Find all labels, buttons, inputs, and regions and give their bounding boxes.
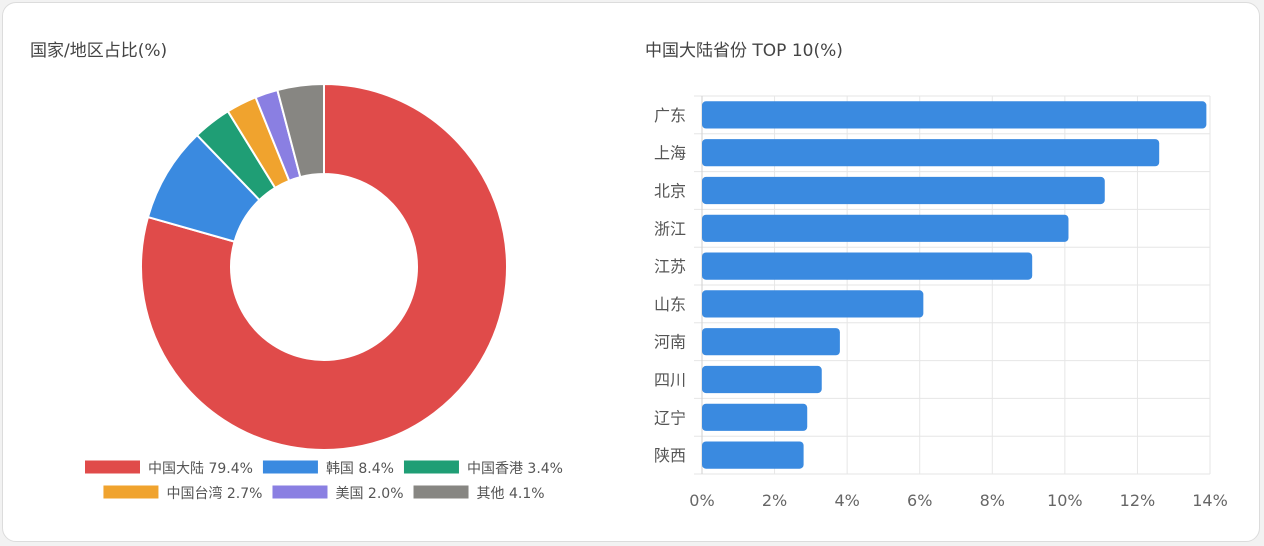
y-tick-label: 广东 xyxy=(654,106,686,125)
legend-item-5: 其他 4.1% xyxy=(413,485,545,502)
bar-9 xyxy=(702,441,804,469)
legend-item-1: 韩国 8.4% xyxy=(262,460,394,477)
legend-item-0: 中国大陆 79.4% xyxy=(85,460,253,477)
y-tick-label: 浙江 xyxy=(654,219,686,238)
bar-2 xyxy=(702,176,1105,205)
x-tick-label: 4% xyxy=(834,491,859,510)
y-tick-label: 山东 xyxy=(654,295,686,314)
x-tick-label: 6% xyxy=(907,491,932,510)
bar-3 xyxy=(702,214,1069,242)
y-tick-label: 上海 xyxy=(654,144,686,163)
x-tick-label: 10% xyxy=(1047,491,1083,510)
legend-swatch xyxy=(413,485,469,499)
legend-item-2: 中国香港 3.4% xyxy=(403,460,563,477)
donut-chart-title: 国家/地区占比(%) xyxy=(30,41,168,61)
x-tick-label: 14% xyxy=(1192,491,1228,510)
bar-5 xyxy=(702,290,924,318)
y-tick-label: 江苏 xyxy=(654,257,686,276)
x-tick-label: 8% xyxy=(980,491,1005,510)
bar-7 xyxy=(702,365,822,394)
bar-4 xyxy=(702,252,1033,280)
donut-chart: 中国大陆 79.4% 韩国 8.4% 中国香港 3.4% 中国台湾 2.7% 美国 2.… xyxy=(85,82,563,502)
legend-label: 中国香港 3.4% xyxy=(467,461,563,477)
y-tick-label: 陕西 xyxy=(654,446,686,465)
bar-8 xyxy=(702,403,808,431)
y-tick-label: 四川 xyxy=(654,371,686,390)
legend-swatch xyxy=(403,460,459,474)
x-tick-label: 12% xyxy=(1120,491,1156,510)
legend-swatch xyxy=(103,485,159,499)
y-tick-label: 辽宁 xyxy=(654,408,686,427)
x-tick-label: 0% xyxy=(689,491,714,510)
legend-swatch xyxy=(272,485,328,499)
bar-1 xyxy=(702,139,1160,167)
legend-swatch xyxy=(262,460,318,474)
legend-label: 韩国 8.4% xyxy=(326,461,394,477)
legend-item-3: 中国台湾 2.7% xyxy=(103,485,262,502)
donut-slice-0 xyxy=(140,82,508,451)
legend-item-4: 美国 2.0% xyxy=(272,485,404,502)
bar-6 xyxy=(702,328,840,356)
legend-label: 中国大陆 79.4% xyxy=(148,461,253,477)
legend-label: 其他 4.1% xyxy=(477,486,545,502)
y-tick-label: 河南 xyxy=(654,333,686,352)
legend-label: 中国台湾 2.7% xyxy=(166,485,262,502)
legend-label: 美国 2.0% xyxy=(335,486,403,502)
bar-0 xyxy=(702,101,1207,129)
donut-slice-5 xyxy=(276,82,325,179)
y-tick-label: 北京 xyxy=(654,182,686,201)
bar-chart-title: 中国大陆省份 TOP 10(%) xyxy=(645,41,843,61)
legend-swatch xyxy=(85,460,140,474)
x-tick-label: 2% xyxy=(762,491,787,510)
